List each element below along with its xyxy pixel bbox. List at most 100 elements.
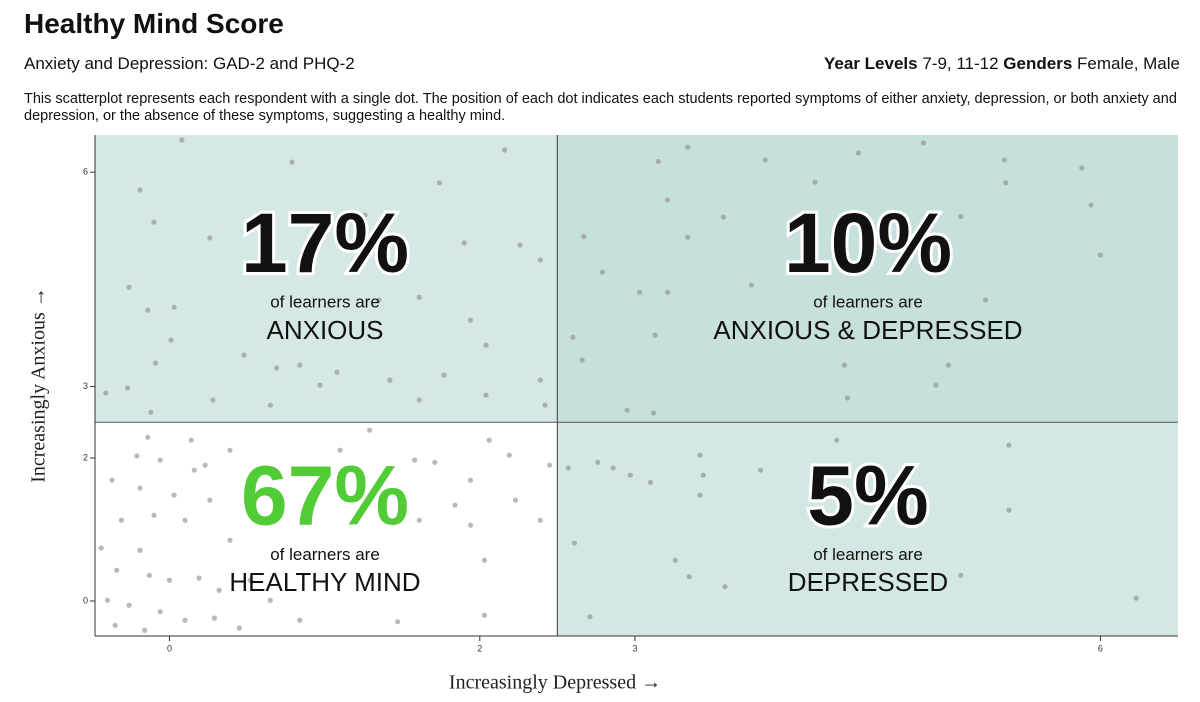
respondent-dot bbox=[416, 397, 422, 403]
chart-title: Healthy Mind Score bbox=[24, 8, 284, 39]
respondent-dot bbox=[171, 492, 177, 498]
respondent-dot bbox=[157, 609, 163, 615]
respondent-dot bbox=[700, 472, 706, 478]
respondent-dot bbox=[157, 457, 163, 463]
y-axis-label: Increasingly Anxious → bbox=[28, 287, 50, 483]
respondent-dot bbox=[758, 467, 764, 473]
respondent-dot bbox=[416, 517, 422, 523]
respondent-dot bbox=[367, 427, 373, 433]
respondent-dot bbox=[812, 179, 818, 185]
quadrant bbox=[95, 422, 558, 636]
filter-label: Year Levels bbox=[824, 54, 918, 73]
respondent-dot bbox=[247, 577, 253, 583]
respondent-dot bbox=[958, 213, 964, 220]
respondent-dot bbox=[196, 575, 202, 581]
respondent-dot bbox=[579, 357, 585, 363]
filter-label: Genders bbox=[1003, 54, 1073, 73]
respondent-dot bbox=[191, 467, 197, 473]
respondent-dot bbox=[334, 369, 340, 375]
respondent-dot bbox=[664, 289, 671, 295]
respondent-dot bbox=[182, 517, 188, 523]
respondent-dot bbox=[1079, 165, 1085, 171]
respondent-dot bbox=[983, 297, 989, 303]
respondent-dot bbox=[685, 144, 691, 150]
respondent-dot bbox=[202, 462, 208, 468]
respondent-dot bbox=[762, 157, 768, 163]
respondent-dot bbox=[1088, 202, 1094, 208]
respondent-dot bbox=[933, 382, 939, 388]
quadrant-percent: 17% bbox=[241, 196, 409, 290]
respondent-dot bbox=[168, 337, 174, 343]
respondent-dot bbox=[467, 477, 474, 483]
quadrant-label: ANXIOUS & DEPRESSED bbox=[713, 315, 1022, 345]
respondent-dot bbox=[124, 385, 131, 391]
respondent-dot bbox=[627, 472, 633, 478]
x-axis-label: Increasingly Depressed → bbox=[449, 672, 661, 694]
subtitle: Anxiety and Depression: GAD-2 and PHQ-2 bbox=[24, 54, 355, 73]
quadrant bbox=[557, 135, 1178, 423]
quadrant-caption: of learners are bbox=[813, 292, 923, 311]
respondent-dot bbox=[441, 372, 447, 378]
respondent-dot bbox=[412, 457, 418, 463]
respondent-dot bbox=[211, 615, 218, 621]
respondent-dot bbox=[126, 602, 132, 608]
respondent-dot bbox=[387, 377, 393, 383]
respondent-dot bbox=[834, 437, 840, 443]
respondent-dot bbox=[394, 619, 401, 625]
respondent-dot bbox=[98, 545, 104, 551]
respondent-dot bbox=[467, 317, 474, 323]
respondent-dot bbox=[841, 362, 848, 368]
respondent-dot bbox=[312, 467, 318, 473]
respondent-dot bbox=[672, 557, 678, 563]
respondent-dot bbox=[517, 242, 523, 248]
respondent-dot bbox=[570, 334, 576, 340]
respondent-dot bbox=[376, 297, 382, 303]
y-tick-label: 3 bbox=[83, 381, 88, 391]
respondent-dot bbox=[145, 307, 151, 313]
x-tick-label: 3 bbox=[632, 643, 637, 653]
respondent-dot bbox=[542, 402, 548, 408]
quadrant-label: ANXIOUS bbox=[266, 315, 383, 345]
respondent-dot bbox=[855, 150, 861, 156]
respondent-dot bbox=[103, 390, 109, 396]
respondent-dot bbox=[346, 497, 353, 503]
respondent-dot bbox=[748, 282, 754, 288]
respondent-dot bbox=[241, 352, 247, 358]
respondent-dot bbox=[432, 459, 438, 465]
respondent-dot bbox=[210, 397, 216, 403]
respondent-dot bbox=[945, 362, 951, 368]
y-tick-label: 2 bbox=[83, 452, 88, 462]
quadrant-caption: of learners are bbox=[270, 292, 380, 311]
respondent-dot bbox=[188, 437, 194, 443]
respondent-dot bbox=[109, 477, 115, 483]
respondent-dot bbox=[481, 612, 488, 618]
respondent-dot bbox=[1001, 157, 1007, 163]
respondent-dot bbox=[581, 233, 587, 240]
filters: Year Levels 7-9, 11-12 Genders Female, M… bbox=[824, 54, 1180, 74]
y-tick-label: 6 bbox=[83, 167, 88, 177]
respondent-dot bbox=[685, 234, 691, 240]
respondent-dot bbox=[337, 447, 343, 453]
respondent-dot bbox=[227, 447, 233, 453]
respondent-dot bbox=[207, 497, 213, 503]
respondent-dot bbox=[416, 294, 422, 300]
respondent-dot bbox=[537, 377, 543, 383]
filter-value: Female, Male bbox=[1077, 54, 1180, 73]
respondent-dot bbox=[182, 617, 188, 623]
respondent-dot bbox=[151, 512, 157, 518]
respondent-dot bbox=[207, 235, 213, 241]
respondent-dot bbox=[166, 577, 173, 583]
respondent-dot bbox=[118, 517, 124, 523]
respondent-dot bbox=[267, 402, 273, 408]
respondent-dot bbox=[481, 557, 488, 563]
respondent-dot bbox=[537, 257, 543, 263]
respondent-dot bbox=[483, 392, 489, 398]
respondent-dot bbox=[512, 497, 519, 503]
respondent-dot bbox=[171, 304, 177, 310]
quadrant-percent: 67% bbox=[241, 448, 409, 542]
respondent-dot bbox=[1006, 507, 1012, 513]
respondent-dot bbox=[958, 572, 964, 578]
x-tick-label: 0 bbox=[167, 643, 172, 653]
respondent-dot bbox=[112, 622, 118, 628]
